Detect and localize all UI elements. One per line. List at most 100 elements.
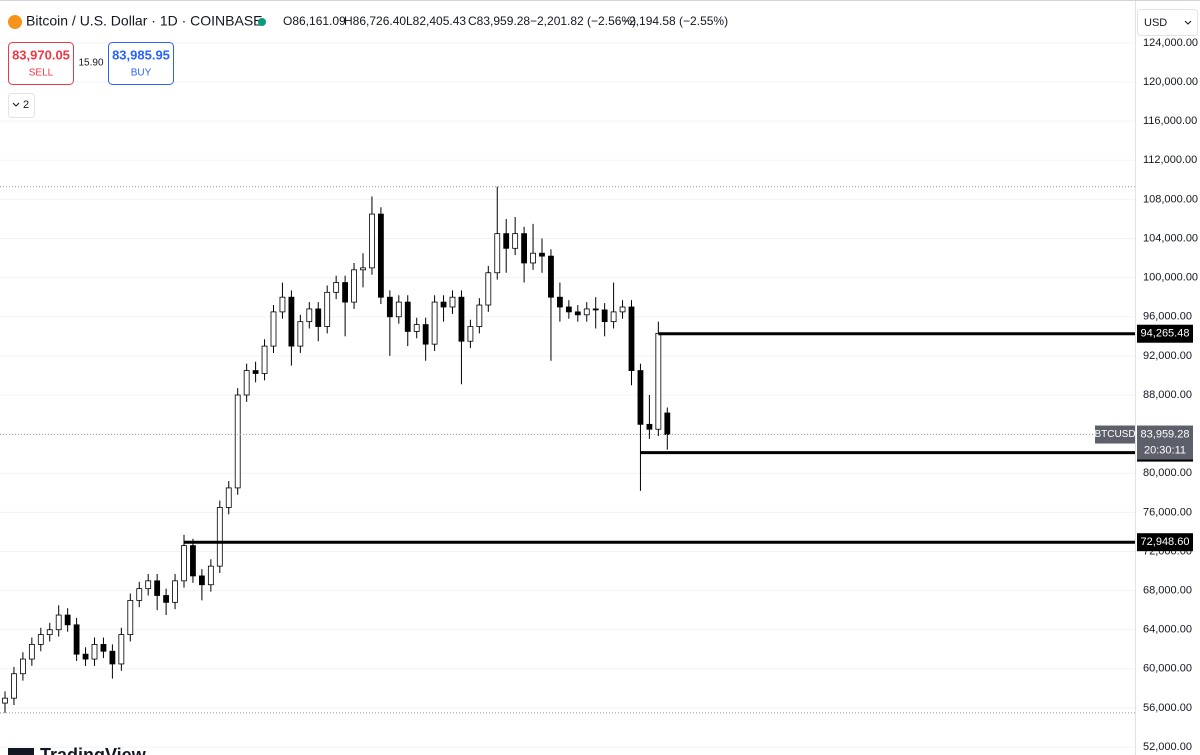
buy-label[interactable]: BUY bbox=[131, 68, 152, 79]
candle-body bbox=[279, 296, 286, 313]
candle-body bbox=[190, 545, 196, 577]
buy-box[interactable] bbox=[108, 42, 174, 85]
candle-body bbox=[557, 296, 563, 308]
candle-body bbox=[19, 658, 26, 675]
candle-body bbox=[342, 282, 349, 303]
candle-body bbox=[100, 643, 107, 652]
y-tick-label: 96,000.00 bbox=[1143, 311, 1192, 323]
candle-body bbox=[664, 412, 671, 435]
candle-body bbox=[306, 308, 313, 323]
candle-body bbox=[46, 629, 53, 636]
candle-body bbox=[11, 673, 17, 699]
currency-select[interactable]: USD bbox=[1137, 9, 1198, 36]
candle-body bbox=[628, 306, 635, 371]
candle-body bbox=[324, 291, 331, 327]
y-tick-label: 64,000.00 bbox=[1143, 624, 1192, 636]
candle-body bbox=[91, 643, 98, 660]
symbol-title: Bitcoin / U.S. Dollar · 1D · COINBASE bbox=[26, 13, 263, 29]
candle-body bbox=[118, 634, 125, 665]
candle-body bbox=[610, 311, 617, 323]
candle-body bbox=[583, 308, 590, 316]
candle-body bbox=[207, 565, 214, 586]
candle-body bbox=[73, 624, 80, 655]
sell-button[interactable]: 83,970.05 SELL bbox=[8, 42, 74, 85]
candle-body bbox=[28, 643, 35, 660]
market-status bbox=[258, 18, 266, 26]
price-tag-box bbox=[1137, 425, 1193, 460]
y-tick-label: 52,000.00 bbox=[1143, 741, 1192, 753]
candle-body bbox=[476, 304, 483, 327]
y-tick-label: 68,000.00 bbox=[1143, 585, 1192, 597]
candle-body bbox=[512, 233, 519, 249]
stat-high: H86,726.40 bbox=[344, 14, 406, 28]
candle-body bbox=[225, 487, 232, 508]
level-label-box bbox=[1137, 533, 1193, 552]
candle-body bbox=[413, 324, 420, 332]
candle-body bbox=[440, 301, 447, 308]
stat-close: C83,959.28 bbox=[468, 14, 530, 28]
sell-box[interactable] bbox=[8, 42, 74, 85]
y-tick-label: 100,000.00 bbox=[1143, 272, 1198, 284]
spread: 15.90 bbox=[78, 58, 103, 69]
y-tick-label: 92,000.00 bbox=[1143, 350, 1192, 362]
candle-body bbox=[548, 255, 554, 298]
candle-body bbox=[2, 697, 8, 704]
candle-body bbox=[494, 233, 501, 274]
candle-body bbox=[288, 296, 295, 347]
candle-body bbox=[574, 311, 581, 316]
y-tick-label: 60,000.00 bbox=[1143, 663, 1192, 675]
coin-icon bbox=[8, 15, 22, 29]
y-tick-label: 108,000.00 bbox=[1143, 193, 1198, 205]
candle-body bbox=[145, 580, 152, 590]
y-tick-label: 80,000.00 bbox=[1143, 467, 1192, 479]
candle-body bbox=[449, 296, 456, 308]
sell-price[interactable]: 83,970.05 bbox=[12, 47, 70, 62]
symbol-tag-box bbox=[1095, 425, 1135, 444]
y-tick-label: 104,000.00 bbox=[1143, 232, 1198, 244]
chevron[interactable] bbox=[1184, 20, 1192, 25]
candle-body bbox=[64, 614, 71, 626]
candle-body bbox=[467, 326, 474, 342]
candle-body bbox=[422, 324, 429, 345]
candle-body bbox=[530, 252, 536, 264]
y-tick-label: 120,000.00 bbox=[1143, 76, 1198, 88]
candle-body bbox=[395, 301, 402, 318]
symbol-tag: BTCUSD bbox=[1094, 429, 1135, 440]
currency-box[interactable] bbox=[1137, 9, 1198, 36]
chevron[interactable] bbox=[12, 102, 20, 107]
level-label: 94,265.48 bbox=[1141, 328, 1190, 340]
y-tick-label: 112,000.00 bbox=[1143, 154, 1197, 166]
candle-body bbox=[234, 394, 241, 489]
candle-body bbox=[154, 580, 161, 596]
candle-body bbox=[243, 370, 250, 396]
candle-body bbox=[198, 575, 205, 586]
buy-button[interactable]: 83,985.95 BUY bbox=[108, 42, 174, 85]
stat-low: L82,405.43 bbox=[406, 14, 466, 28]
candle-body bbox=[592, 308, 599, 311]
candle-body bbox=[377, 213, 384, 298]
indicators-toggle[interactable]: 2 bbox=[8, 93, 35, 118]
candle-body bbox=[655, 332, 662, 430]
toggle-box[interactable] bbox=[8, 93, 35, 118]
candle-body bbox=[82, 653, 89, 660]
currency[interactable]: USD bbox=[1144, 17, 1167, 29]
buy-price[interactable]: 83,985.95 bbox=[112, 47, 170, 62]
candle-body bbox=[252, 370, 259, 374]
level-label-box bbox=[1137, 324, 1193, 343]
sell-label[interactable]: SELL bbox=[29, 68, 54, 79]
y-tick-label: 88,000.00 bbox=[1143, 389, 1192, 401]
candle-body bbox=[521, 233, 527, 264]
candle-body bbox=[261, 345, 268, 374]
price-tag: 83,959.28 bbox=[1141, 428, 1190, 440]
candle-body bbox=[565, 306, 572, 313]
candle-body bbox=[646, 423, 653, 430]
candle-body bbox=[172, 580, 178, 603]
toggle-count[interactable]: 2 bbox=[23, 99, 29, 111]
candle-body bbox=[270, 311, 277, 347]
candle-body bbox=[37, 634, 44, 645]
stat-open: O86,161.09 bbox=[283, 14, 346, 28]
candle-body bbox=[297, 321, 304, 347]
y-tick-label: 116,000.00 bbox=[1143, 115, 1197, 127]
candle-body bbox=[109, 650, 116, 665]
